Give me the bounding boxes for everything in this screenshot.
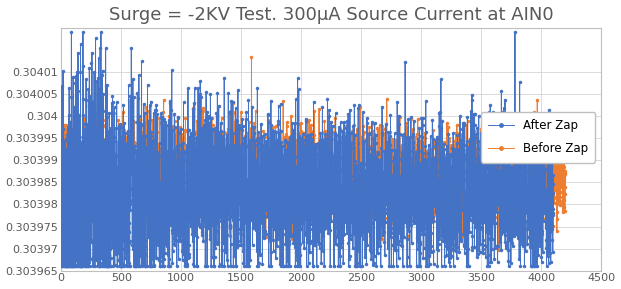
Before Zap [446,147,453,151]
Before Zap [382,181,389,185]
Before Zap [253,144,261,147]
After Zap [68,31,75,34]
Before Zap [512,170,519,174]
Before Zap [248,55,255,59]
After Zap [310,188,317,191]
Before Zap [561,186,569,189]
Line: Before Zap: Before Zap [60,55,567,252]
After Zap [58,208,65,211]
Legend: After Zap, Before Zap: After Zap, Before Zap [481,112,596,162]
After Zap [487,179,494,182]
After Zap [550,207,557,210]
Before Zap [58,134,65,137]
Before Zap [496,248,503,252]
Line: After Zap: After Zap [60,31,555,268]
Before Zap [273,199,281,203]
After Zap [352,264,360,268]
After Zap [199,126,207,130]
Before Zap [112,242,119,245]
After Zap [307,145,315,149]
After Zap [227,128,235,131]
After Zap [58,264,66,268]
Title: Surge = -2KV Test. 300μA Source Current at AIN0: Surge = -2KV Test. 300μA Source Current … [109,5,553,24]
